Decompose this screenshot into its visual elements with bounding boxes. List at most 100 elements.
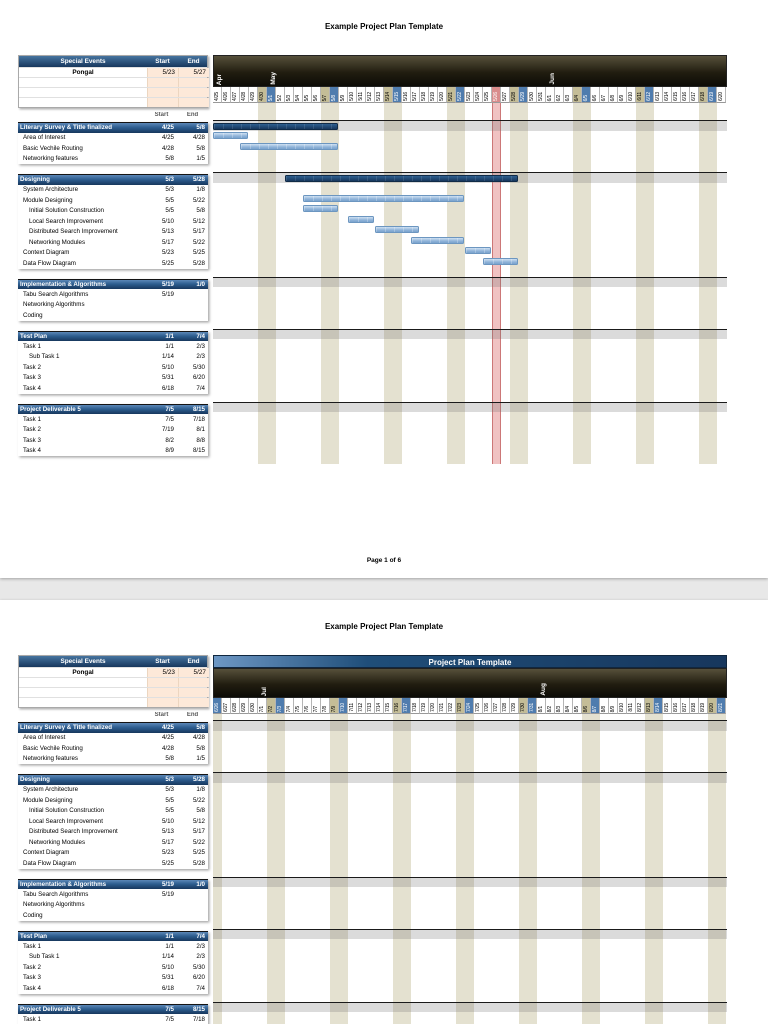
date-label: 5/14 xyxy=(385,92,391,101)
task-end: 5/25 xyxy=(192,249,205,257)
gantt-task-row xyxy=(213,835,727,846)
special-event-row xyxy=(19,87,209,97)
date-cell: 6/4 xyxy=(573,87,582,103)
section-header-row: Test Plan 1/1 7/4 xyxy=(18,330,208,341)
date-cell: 4/25 xyxy=(213,87,222,103)
task-start: 5/5 xyxy=(165,807,174,815)
date-cell: 6/10 xyxy=(627,87,636,103)
task-end: 5/25 xyxy=(192,849,205,857)
task-start: 5/19 xyxy=(161,290,174,298)
gantt-task-row xyxy=(213,371,727,382)
date-cell: 6/1 xyxy=(546,87,555,103)
date-label: 8/5 xyxy=(574,705,580,712)
gantt-section-gap xyxy=(213,867,727,877)
special-events-start-label: Start xyxy=(155,658,170,665)
gantt-task-row xyxy=(213,939,727,950)
gantt-task-row xyxy=(213,381,727,392)
task-section: Literary Survey & Title finalized 4/25 5/8… xyxy=(18,122,208,164)
date-cell: 7/29 xyxy=(510,698,519,714)
weekend-stripe xyxy=(645,714,654,1024)
task-row: Initial Solution Construction 5/5 5/8 xyxy=(18,205,208,216)
task-row: Data Flow Diagram 5/25 5/28 xyxy=(18,258,208,269)
date-cell: 7/28 xyxy=(501,698,510,714)
gantt-task-row xyxy=(213,814,727,825)
date-cell: 7/7 xyxy=(312,698,321,714)
weekend-stripe xyxy=(384,103,393,464)
task-row: Tabu Search Algorithms 5/19 xyxy=(18,889,208,900)
start-end-header: Start End xyxy=(18,710,208,720)
date-label: 6/10 xyxy=(628,92,634,101)
date-cell: 6/29 xyxy=(240,698,249,714)
special-event-row: Pongal 5/23 5/27 xyxy=(19,67,209,77)
gantt-section-band xyxy=(213,1001,727,1012)
task-row: Context Diagram 5/23 5/25 xyxy=(18,847,208,858)
gantt-task-row xyxy=(213,971,727,982)
gantt-chart-page-1: Apr May Jun 4/25 4/26 4/27 4/28 4/29 4/30 5/1 5/2 5… xyxy=(213,55,727,464)
task-row: Tabu Search Algorithms 5/19 xyxy=(18,289,208,300)
gantt-task-row xyxy=(213,256,727,267)
date-label: 5/24 xyxy=(475,92,481,101)
gantt-month-band: Apr May Jun xyxy=(213,55,727,87)
task-name: Initial Solution Construction xyxy=(29,207,104,215)
gantt-section-gap xyxy=(213,919,727,929)
date-label: 6/2 xyxy=(556,94,562,101)
task-start: 5/8 xyxy=(165,155,174,163)
section-header-row: Test Plan 1/1 7/4 xyxy=(18,930,208,941)
task-end: 7/4 xyxy=(196,984,205,992)
date-cell: 5/7 xyxy=(321,87,330,103)
task-row: Networking Algorithms xyxy=(18,899,208,910)
task-row: Networking features 5/8 1/5 xyxy=(18,153,208,164)
month-label: May xyxy=(270,72,277,85)
date-cell: 5/18 xyxy=(420,87,429,103)
gantt-task-row xyxy=(213,204,727,215)
gantt-task-row xyxy=(213,793,727,804)
date-label: 6/18 xyxy=(700,92,706,101)
weekend-stripe xyxy=(708,714,717,1024)
date-cell: 7/4 xyxy=(285,698,294,714)
date-label: 8/12 xyxy=(637,703,643,712)
date-cell: 8/18 xyxy=(690,698,699,714)
date-label: 8/6 xyxy=(583,705,589,712)
special-event-end xyxy=(178,698,209,707)
task-name: Networking Algorithms xyxy=(23,301,85,309)
date-label: 8/21 xyxy=(718,703,724,712)
task-name: Task 4 xyxy=(23,984,41,992)
sheet-page-2: Special Events Start End Pongal 5/23 5/27 Star… xyxy=(0,655,768,1024)
special-event-name: Pongal xyxy=(72,669,94,676)
gantt-task-bar xyxy=(375,226,419,233)
task-name: Context Diagram xyxy=(23,849,70,857)
task-name: Task 3 xyxy=(23,436,41,444)
gantt-month-band: Jul Aug xyxy=(213,668,727,698)
date-cell: 5/5 xyxy=(303,87,312,103)
gantt-task-row xyxy=(213,887,727,898)
section-start: 5/19 xyxy=(161,880,174,888)
date-label: 6/9 xyxy=(619,94,625,101)
task-row: Task 1 1/1 2/3 xyxy=(18,341,208,352)
task-start: 7/5 xyxy=(165,1015,174,1023)
weekend-stripe xyxy=(393,103,402,464)
section-header-row: Designing 5/3 5/28 xyxy=(18,774,208,785)
task-row: Distributed Search Improvement 5/13 5/17 xyxy=(18,226,208,237)
task-row: Task 4 6/18 7/4 xyxy=(18,383,208,394)
gantt-task-row xyxy=(213,225,727,236)
task-end: 5/8 xyxy=(196,207,205,215)
page-footer: Page 1 of 6 xyxy=(366,557,402,564)
gantt-rows xyxy=(213,103,727,464)
section-name: Implementation & Algorithms xyxy=(20,280,107,288)
task-end: 5/12 xyxy=(192,817,205,825)
section-end: 5/28 xyxy=(192,776,205,784)
task-row: Task 1 7/5 7/18 xyxy=(18,1014,208,1024)
task-start: 1/1 xyxy=(165,342,174,350)
gantt-task-row xyxy=(213,423,727,434)
date-label: 7/29 xyxy=(511,703,517,712)
gantt-task-row xyxy=(213,1012,727,1023)
date-cell: 7/12 xyxy=(357,698,366,714)
date-label: 7/2 xyxy=(268,705,274,712)
gantt-task-row xyxy=(213,856,727,867)
task-row: Basic Vechile Routing 4/28 5/8 xyxy=(18,743,208,754)
date-cell: 6/12 xyxy=(645,87,654,103)
weekend-stripe xyxy=(591,714,600,1024)
date-cell: 5/22 xyxy=(456,87,465,103)
gantt-task-bar xyxy=(465,247,491,254)
task-row: Networking Modules 5/17 5/22 xyxy=(18,837,208,848)
